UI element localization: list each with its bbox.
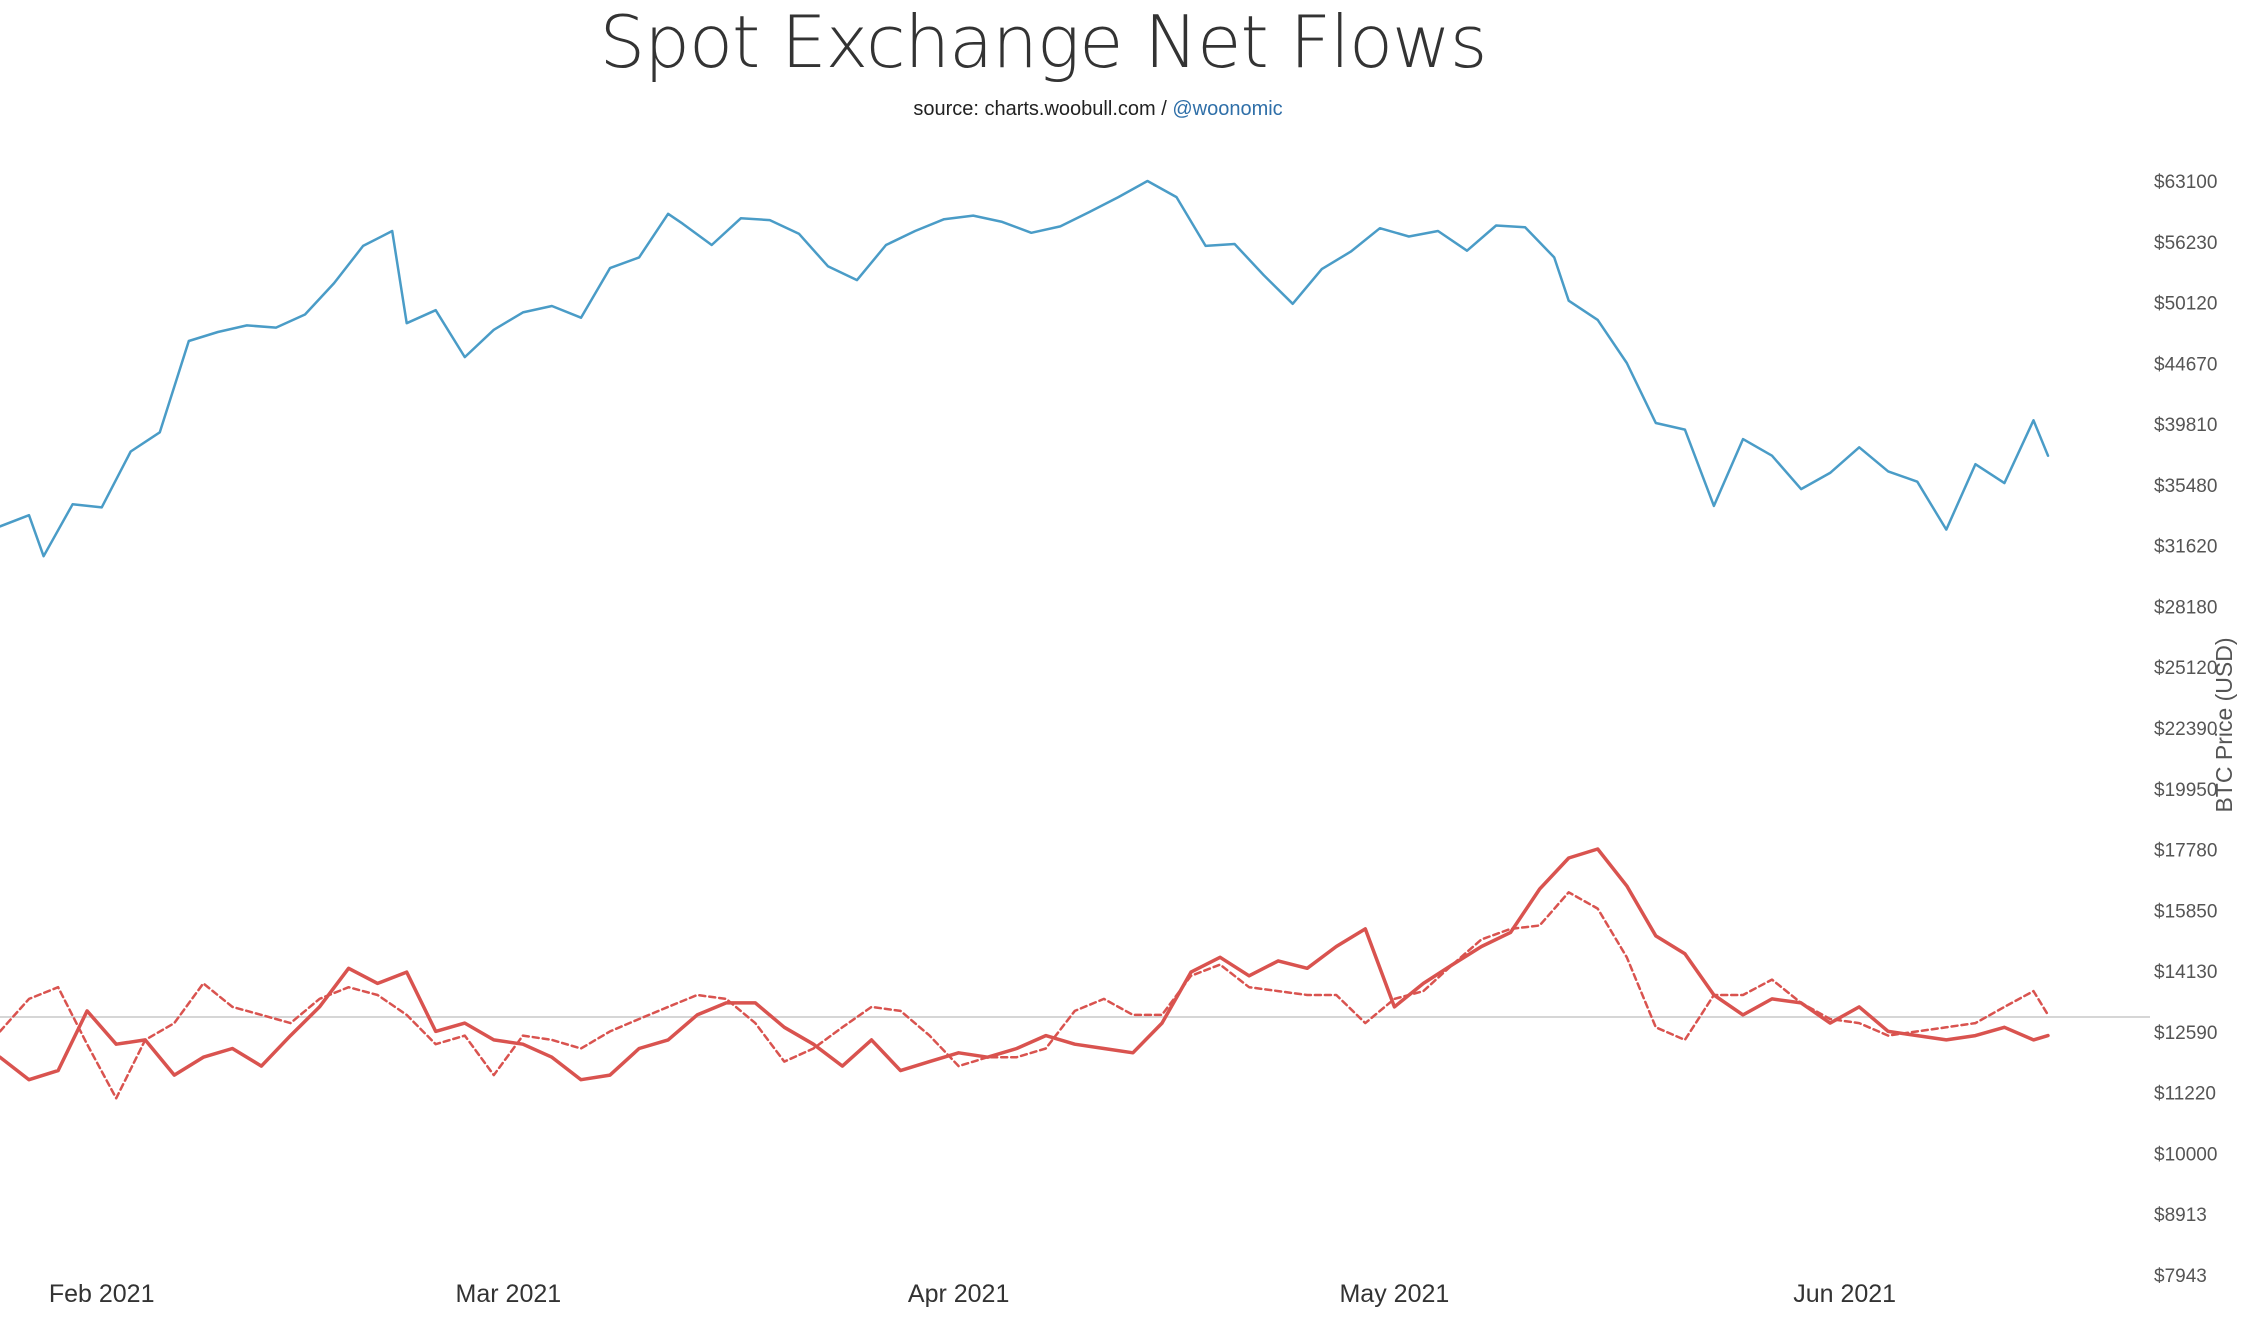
series-layer bbox=[0, 179, 2050, 1100]
x-axis-ticks: Feb 2021 Mar 2021 Apr 2021 May 2021 Jun 2021 bbox=[49, 1280, 1896, 1308]
net-flow-line bbox=[0, 847, 2050, 1082]
y-tick-label: $8913 bbox=[2154, 1205, 2207, 1226]
y-tick-label: $14130 bbox=[2154, 962, 2217, 983]
y-tick-label: $7943 bbox=[2154, 1266, 2207, 1287]
y-tick-label: $63100 bbox=[2154, 172, 2217, 193]
y-tick-label: $22390 bbox=[2154, 719, 2217, 740]
x-tick-label: Mar 2021 bbox=[456, 1280, 562, 1308]
author-handle-link[interactable]: @woonomic bbox=[1172, 98, 1283, 120]
source-text: source: charts.woobull.com bbox=[913, 98, 1156, 120]
y-tick-label: $44670 bbox=[2154, 354, 2217, 375]
subtitle-separator: / bbox=[1155, 98, 1173, 120]
y-tick-label: $15850 bbox=[2154, 901, 2217, 922]
y-tick-label: $35480 bbox=[2154, 476, 2217, 497]
y-tick-label: $31620 bbox=[2154, 537, 2217, 558]
x-tick-label: Feb 2021 bbox=[49, 1280, 155, 1308]
y-tick-label: $17780 bbox=[2154, 841, 2217, 862]
y-tick-label: $10000 bbox=[2154, 1144, 2217, 1165]
y-axis-ticks: $63100 $56230 $50120 $44670 $39810 $35480 $316… bbox=[2154, 172, 2217, 1287]
y-tick-label: $50120 bbox=[2154, 294, 2217, 315]
y-axis-title: BTC Price (USD) bbox=[2211, 637, 2237, 812]
x-tick-label: May 2021 bbox=[1339, 1280, 1449, 1308]
y-tick-label: $25120 bbox=[2154, 658, 2217, 679]
y-tick-label: $56230 bbox=[2154, 233, 2217, 254]
net-flow-dashed-line bbox=[0, 891, 2050, 1100]
y-tick-label: $12590 bbox=[2154, 1023, 2217, 1044]
y-tick-label: $39810 bbox=[2154, 415, 2217, 436]
y-tick-label: $19950 bbox=[2154, 780, 2217, 801]
chart-subtitle: source: charts.woobull.com / @woonomic bbox=[0, 98, 2196, 121]
x-tick-label: Jun 2021 bbox=[1793, 1280, 1896, 1308]
chart-title: Spot Exchange Net Flows bbox=[599, 0, 1488, 84]
y-tick-label: $11220 bbox=[2154, 1084, 2216, 1105]
x-tick-label: Apr 2021 bbox=[908, 1280, 1009, 1308]
btc-price-line bbox=[0, 179, 2050, 558]
y-tick-label: $28180 bbox=[2154, 598, 2217, 619]
